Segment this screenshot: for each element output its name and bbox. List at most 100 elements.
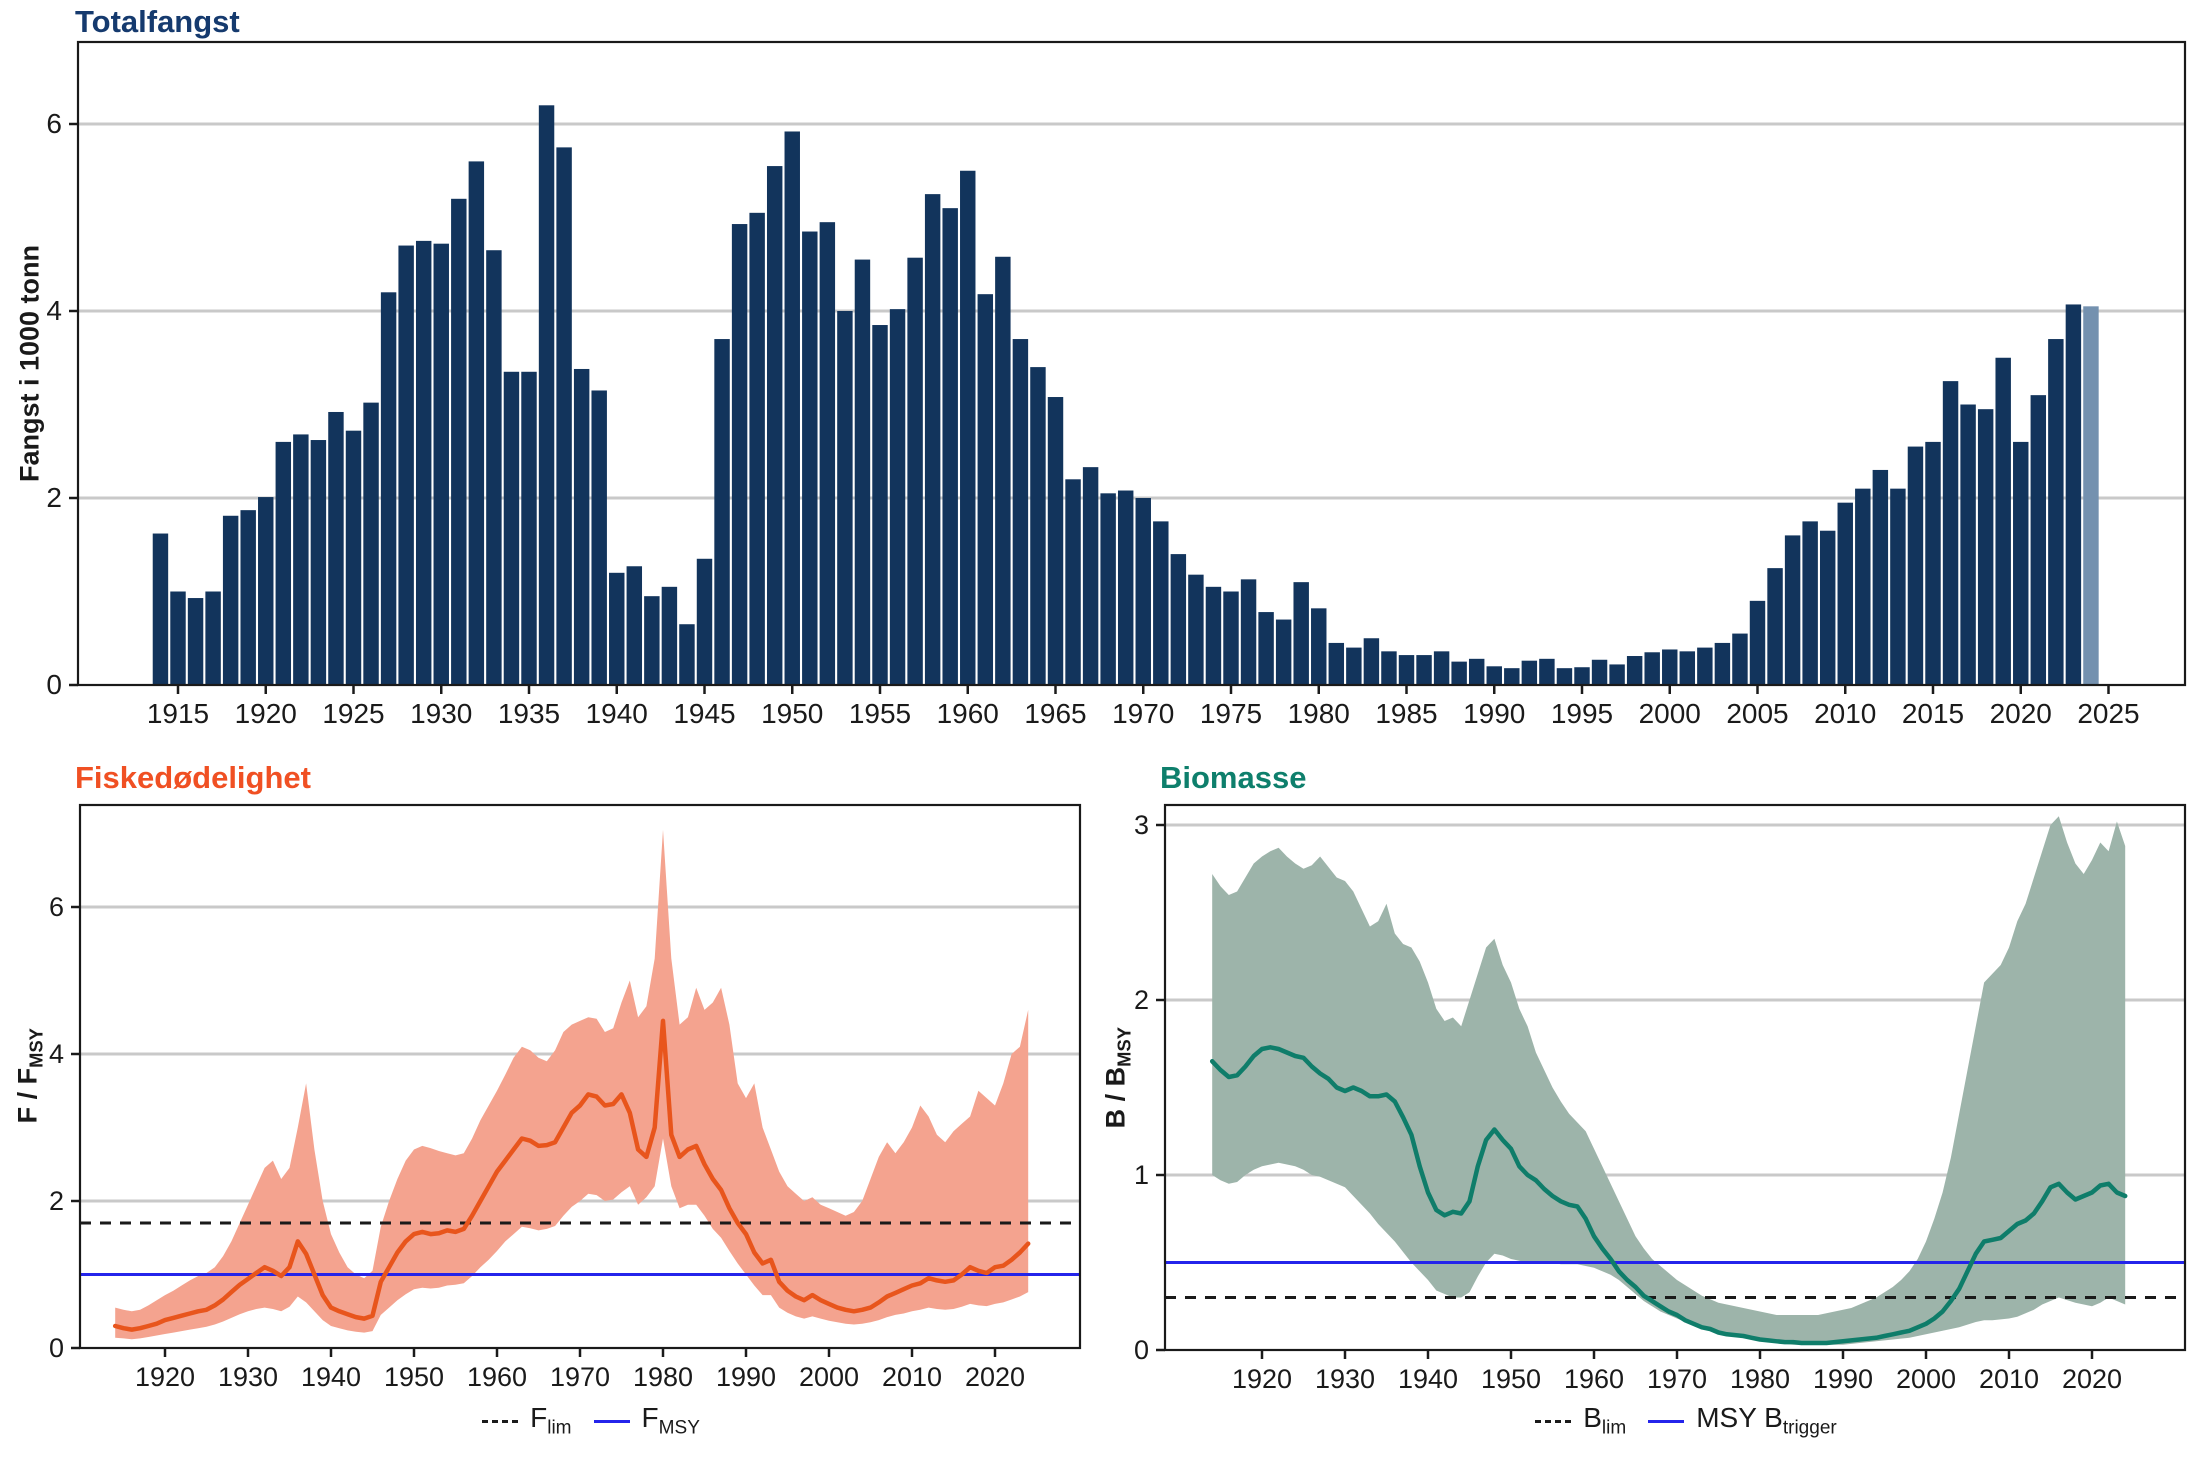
bar-1966 bbox=[1065, 479, 1081, 685]
bar-1999 bbox=[1644, 652, 1660, 685]
y-tick-label: 1 bbox=[1134, 1160, 1149, 1190]
x-tick-label: 1925 bbox=[322, 698, 384, 729]
bar-1995 bbox=[1574, 667, 1590, 685]
x-tick-label: 1930 bbox=[218, 1362, 278, 1392]
bar-2013 bbox=[1890, 488, 1906, 685]
x-tick-label: 1940 bbox=[301, 1362, 361, 1392]
bar-1941 bbox=[626, 566, 643, 685]
x-tick-label: 1985 bbox=[1375, 698, 1437, 729]
x-tick-label: 1920 bbox=[1232, 1364, 1292, 1394]
bar-1950 bbox=[784, 131, 800, 686]
bar-1982 bbox=[1346, 647, 1362, 685]
bar-1928 bbox=[398, 245, 414, 686]
bar-1996 bbox=[1591, 659, 1608, 685]
bar-1947 bbox=[731, 224, 748, 686]
y-tick-label: 2 bbox=[49, 1186, 64, 1216]
x-tick-label: 1915 bbox=[147, 698, 209, 729]
bar-1987 bbox=[1433, 651, 1450, 685]
f-ylabel-sub: MSY bbox=[25, 1028, 47, 1068]
bar-1938 bbox=[573, 368, 590, 685]
y-tick-label: 2 bbox=[1134, 985, 1149, 1015]
x-tick-label: 2000 bbox=[1896, 1364, 1956, 1394]
bar-1921 bbox=[275, 441, 292, 685]
bar-1961 bbox=[977, 294, 994, 685]
x-tick-label: 2010 bbox=[882, 1362, 942, 1392]
x-tick-label: 1950 bbox=[1481, 1364, 1541, 1394]
bar-2004 bbox=[1732, 633, 1748, 685]
bar-1930 bbox=[433, 243, 449, 685]
y-tick-label: 0 bbox=[1134, 1335, 1149, 1365]
bar-1943 bbox=[661, 586, 678, 685]
bar-2010 bbox=[1837, 502, 1853, 685]
bar-1920 bbox=[258, 497, 274, 685]
bar-1917 bbox=[205, 591, 221, 685]
bar-1975 bbox=[1223, 591, 1239, 685]
bar-1931 bbox=[451, 198, 467, 686]
x-tick-label: 1990 bbox=[716, 1362, 776, 1392]
bar-1970 bbox=[1135, 498, 1151, 685]
bar-1953 bbox=[837, 311, 853, 685]
x-tick-label: 1990 bbox=[1813, 1364, 1873, 1394]
bar-1988 bbox=[1451, 661, 1467, 685]
bar-1934 bbox=[503, 371, 520, 685]
x-tick-label: 1995 bbox=[1551, 698, 1613, 729]
y-tick-label: 6 bbox=[49, 892, 64, 922]
x-tick-label: 1935 bbox=[498, 698, 560, 729]
b-ylabel-sub: MSY bbox=[1113, 1027, 1135, 1067]
bar-1994 bbox=[1556, 668, 1573, 685]
bar-1952 bbox=[819, 222, 836, 686]
fmsy-label-main: F bbox=[641, 1402, 659, 1434]
y-tick-label: 4 bbox=[46, 295, 62, 326]
panel-border bbox=[1163, 803, 2187, 1352]
bar-1916 bbox=[187, 598, 204, 685]
bar-1956 bbox=[889, 309, 906, 685]
x-tick-label: 1980 bbox=[1730, 1364, 1790, 1394]
blim-label-main: B bbox=[1583, 1402, 1602, 1434]
x-tick-label: 1975 bbox=[1200, 698, 1262, 729]
bar-1915 bbox=[170, 591, 186, 685]
bar-1940 bbox=[609, 572, 625, 685]
bar-1990 bbox=[1486, 666, 1502, 685]
bar-1983 bbox=[1363, 638, 1380, 685]
bar-1972 bbox=[1170, 554, 1187, 685]
x-tick-label: 2020 bbox=[2062, 1364, 2122, 1394]
x-tick-label: 1940 bbox=[1398, 1364, 1458, 1394]
bar-1939 bbox=[591, 390, 607, 685]
x-tick-label: 1990 bbox=[1463, 698, 1525, 729]
x-tick-label: 1960 bbox=[937, 698, 999, 729]
bar-1933 bbox=[486, 250, 502, 685]
bar-1914 bbox=[152, 533, 169, 685]
x-tick-label: 1980 bbox=[1288, 698, 1350, 729]
y-tick-label: 0 bbox=[46, 669, 62, 700]
blim-label-sub: lim bbox=[1601, 1417, 1627, 1439]
bar-1993 bbox=[1539, 658, 1555, 685]
bar-1991 bbox=[1504, 668, 1520, 685]
bar-2005 bbox=[1749, 600, 1766, 685]
x-tick-label: 2010 bbox=[1979, 1364, 2039, 1394]
bar-2014 bbox=[1907, 446, 1924, 685]
bar-1949 bbox=[766, 166, 783, 685]
bar-1997 bbox=[1609, 664, 1625, 685]
bar-1977 bbox=[1258, 612, 1274, 685]
bar-1981 bbox=[1328, 642, 1345, 685]
bar-1918 bbox=[222, 515, 239, 685]
bar-2020 bbox=[2013, 441, 2029, 685]
x-tick-label: 2000 bbox=[799, 1362, 859, 1392]
biomasse-y-axis-label: B / BMSY bbox=[1100, 868, 1135, 1288]
bar-2023 bbox=[2065, 304, 2082, 685]
bar-1971 bbox=[1153, 521, 1169, 685]
y-tick-label: 4 bbox=[49, 1039, 64, 1069]
fmsy-solid-line-swatch bbox=[593, 1419, 630, 1423]
y-tick-label: 2 bbox=[46, 482, 62, 513]
fiskedodelighet-line bbox=[112, 1018, 1031, 1332]
biomasse-title: Biomasse bbox=[1160, 760, 1307, 795]
fiskedodelighet-title: Fiskedødelighet bbox=[75, 760, 311, 795]
bar-1989 bbox=[1468, 658, 1485, 685]
bar-2017 bbox=[1960, 404, 1976, 685]
x-tick-label: 1980 bbox=[633, 1362, 693, 1392]
bar-2019 bbox=[1995, 357, 2011, 685]
fiskedodelighet-panel: 0 2 4 6 1920 1930 1940 1950 1960 1970 1980 1990 2000… bbox=[49, 803, 1082, 1392]
bar-1962 bbox=[995, 256, 1011, 685]
bar-2015 bbox=[1925, 441, 1941, 685]
